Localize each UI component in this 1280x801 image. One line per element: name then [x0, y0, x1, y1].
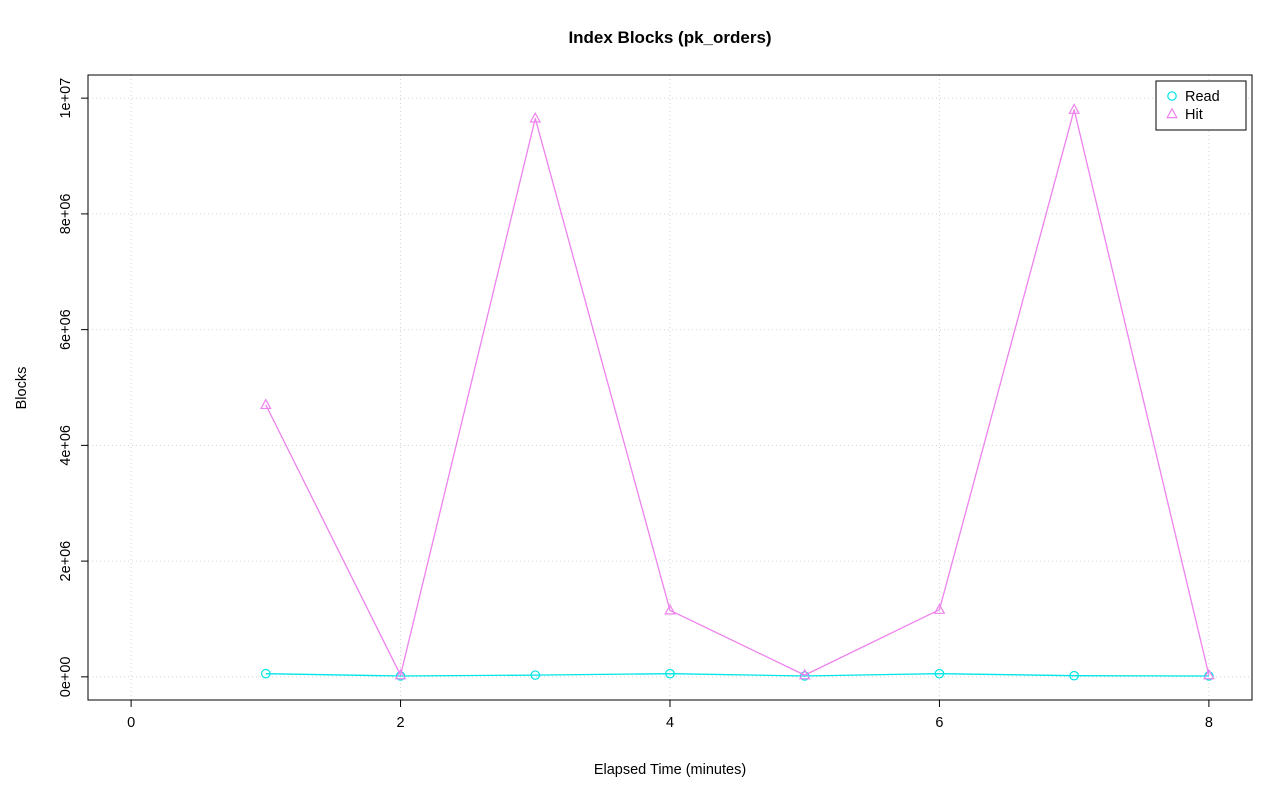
series-read [261, 668, 1214, 681]
marker-triangle [529, 111, 542, 123]
marker-circle [395, 671, 406, 681]
chart-title: Index Blocks (pk_orders) [568, 28, 772, 47]
x-tick-label: 2 [397, 715, 405, 731]
y-axis-label: Blocks [14, 366, 30, 410]
x-tick-label: 4 [666, 715, 674, 731]
y-axis: 0e+00 2e+06 4e+06 6e+06 8e+06 1e+07 [58, 78, 88, 697]
legend-box [1155, 80, 1247, 131]
marker-circle [934, 668, 945, 679]
legend-marker-triangle [1166, 107, 1178, 119]
legend-label: Hit [1185, 107, 1203, 123]
marker-triangle [798, 668, 811, 680]
marker-triangle [933, 603, 946, 614]
marker-circle [799, 671, 810, 681]
marker-circle [1069, 670, 1079, 681]
x-tick-label: 8 [1205, 715, 1213, 731]
legend-marker-circle [1167, 91, 1177, 101]
marker-triangle [394, 668, 407, 680]
legend-label: Read [1185, 89, 1220, 105]
y-tick-label: 4e+06 [58, 425, 74, 466]
marker-circle [261, 668, 271, 679]
x-axis: 0 2 4 6 8 [127, 700, 1213, 731]
marker-circle [530, 670, 541, 680]
x-tick-label: 6 [935, 715, 943, 731]
marker-triangle [664, 603, 676, 615]
series-hit [260, 103, 1215, 680]
series-line [265, 673, 1209, 677]
grid [88, 75, 1252, 700]
y-tick-label: 8e+06 [58, 194, 74, 235]
y-tick-label: 1e+07 [58, 78, 74, 119]
marker-circle [1204, 671, 1214, 681]
marker-triangle [1203, 668, 1215, 680]
x-axis-label: Elapsed Time (minutes) [593, 762, 747, 778]
y-tick-label: 0e+00 [58, 656, 74, 697]
marker-triangle [1068, 103, 1080, 114]
y-tick-label: 2e+06 [58, 541, 74, 582]
x-tick-label: 0 [127, 715, 135, 731]
y-tick-label: 6e+06 [58, 309, 74, 350]
marker-triangle [260, 398, 272, 410]
series-line [265, 109, 1210, 676]
marker-circle [665, 668, 675, 679]
legend: Read Hit [1155, 80, 1247, 131]
